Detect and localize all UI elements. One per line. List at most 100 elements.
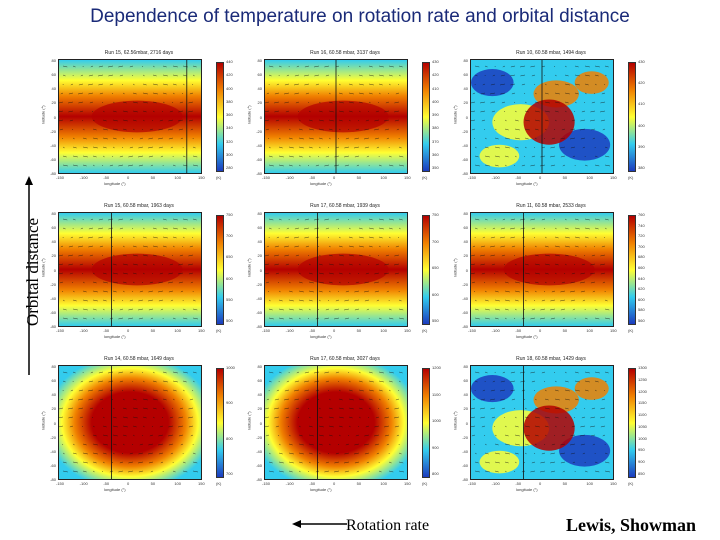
y-tick-label: -20 (50, 128, 56, 134)
temperature-map (470, 59, 614, 174)
y-tick-label: -20 (256, 128, 262, 134)
y-tick-label: -80 (50, 324, 56, 329)
temperature-map (470, 365, 614, 480)
x-tick-label: 150 (404, 175, 411, 180)
y-tick-label: 0 (259, 114, 262, 120)
panel-title: Run 10, 60.58 mbar, 1494 days (516, 50, 586, 56)
y-tick-label: -40 (50, 295, 56, 301)
y-tick-label: 40 (463, 392, 468, 398)
y-tick-label: -40 (50, 142, 56, 148)
colorbar-unit: (K) (216, 328, 222, 333)
panel-title: Run 18, 60.58 mbar, 1429 days (516, 356, 586, 362)
panel-title: Run 11, 60.58 mbar, 2533 days (516, 203, 586, 209)
temperature-map (264, 59, 408, 174)
x-tick-label: 0 (333, 328, 336, 333)
x-axis-label: longitude (°) (104, 181, 126, 186)
colorbar-tick: 800 (226, 435, 233, 441)
colorbar-unit: (K) (422, 328, 428, 333)
y-tick-label: -60 (256, 309, 262, 315)
y-tick-label: 20 (257, 253, 262, 259)
colorbar-tick: 400 (226, 85, 233, 91)
colorbar-tick: 560 (638, 318, 645, 323)
y-tick-label: -40 (462, 295, 468, 301)
colorbar-tick: 620 (638, 286, 645, 292)
y-tick-label: -80 (50, 171, 56, 176)
x-tick-label: 50 (562, 481, 568, 486)
colorbar-tick: 360 (226, 112, 233, 117)
colorbar-tick: 800 (432, 471, 439, 476)
colorbar-unit: (K) (216, 481, 222, 486)
colorbar-tick: 380 (638, 165, 645, 170)
temperature-map-grid: Run 15, 62.56mbar, 2716 days 80 60 40 20 0 -20… (41, 50, 656, 510)
y-tick-label: 40 (257, 392, 262, 398)
colorbar-unit: (K) (216, 175, 222, 180)
x-tick-label: 50 (356, 481, 362, 486)
x-tick-label: 0 (539, 328, 542, 333)
colorbar-unit: (K) (422, 481, 428, 486)
y-axis-label: latitude (°) (246, 105, 252, 124)
x-tick-label: 150 (610, 328, 617, 333)
y-tick-label: -80 (256, 324, 262, 329)
y-tick-label: 80 (257, 364, 262, 369)
panel-title: Run 17, 60.58 mbar, 1939 days (310, 203, 380, 209)
x-tick-label: -150 (56, 175, 65, 180)
y-tick-label: 0 (53, 114, 56, 120)
colorbar-tick: 720 (638, 233, 645, 239)
y-axis-label: latitude (°) (452, 258, 458, 277)
x-tick-label: 0 (333, 175, 336, 180)
colorbar-tick: 380 (226, 98, 233, 104)
author-credit: Lewis, Showman (566, 515, 697, 535)
x-tick-label: 50 (150, 481, 156, 486)
y-tick-label: -40 (256, 142, 262, 148)
map-panel: Run 17, 60.58 mbar, 3027 days 80 60 40 20 0 -2… (247, 356, 450, 506)
colorbar-tick: 680 (638, 254, 645, 260)
colorbar-tick: 440 (226, 59, 233, 64)
y-axis-label: latitude (°) (246, 258, 252, 277)
x-tick-label: 150 (610, 175, 617, 180)
colorbar-tick: 740 (638, 222, 645, 228)
colorbar-tick: 700 (638, 243, 645, 249)
colorbar-tick: 900 (226, 400, 233, 406)
y-tick-label: 60 (463, 378, 468, 384)
colorbar-tick: 320 (226, 138, 233, 144)
map-panel: Run 10, 60.58 mbar, 1494 days 80 60 40 20 0 -2… (453, 50, 656, 200)
colorbar-tick: 420 (638, 80, 645, 86)
x-tick-label: 0 (127, 328, 130, 333)
temperature-map (58, 365, 202, 480)
colorbar-tick: 1100 (432, 391, 441, 397)
temperature-map (264, 365, 408, 480)
x-tick-label: -100 (285, 175, 294, 180)
y-tick-label: 20 (463, 406, 468, 412)
y-tick-label: 80 (463, 211, 468, 216)
x-tick-label: 100 (380, 175, 388, 180)
panel-title: Run 14, 60.58 mbar, 1649 days (104, 356, 174, 362)
colorbar-tick: 950 (638, 447, 645, 453)
colorbar-tick: 1250 (638, 376, 647, 382)
map-panel: Run 11, 60.58 mbar, 2533 days 80 60 40 20 0 -2… (452, 203, 656, 353)
colorbar-tick: 1200 (432, 365, 441, 370)
x-axis-label: longitude (°) (516, 181, 538, 186)
x-tick-label: 150 (198, 328, 205, 333)
y-tick-label: -60 (462, 462, 468, 468)
x-tick-label: 50 (150, 328, 156, 333)
y-tick-label: 80 (463, 364, 468, 369)
x-tick-label: 50 (356, 175, 362, 180)
colorbar-tick: 1200 (638, 388, 647, 394)
orbital-distance-arrow (25, 176, 33, 375)
colorbar (422, 368, 430, 478)
colorbar-tick: 350 (432, 165, 439, 170)
y-tick-label: 80 (257, 211, 262, 216)
colorbar (628, 62, 636, 172)
y-tick-label: 40 (463, 86, 468, 92)
x-tick-label: 50 (562, 175, 568, 180)
y-tick-label: -60 (50, 156, 56, 162)
y-tick-label: 20 (51, 100, 56, 106)
x-tick-label: -100 (491, 481, 500, 486)
y-tick-label: 0 (465, 267, 468, 273)
panel-title: Run 17, 60.58 mbar, 3027 days (310, 356, 380, 362)
x-tick-label: 100 (380, 328, 388, 333)
map-panel: Run 18, 60.58 mbar, 1429 days 80 60 40 20 0 -2… (453, 356, 656, 506)
map-panel: Run 17, 60.58 mbar, 1939 days 80 60 40 20 0 -2… (246, 203, 450, 353)
colorbar-tick: 700 (432, 238, 439, 244)
x-tick-label: -100 (285, 481, 294, 486)
